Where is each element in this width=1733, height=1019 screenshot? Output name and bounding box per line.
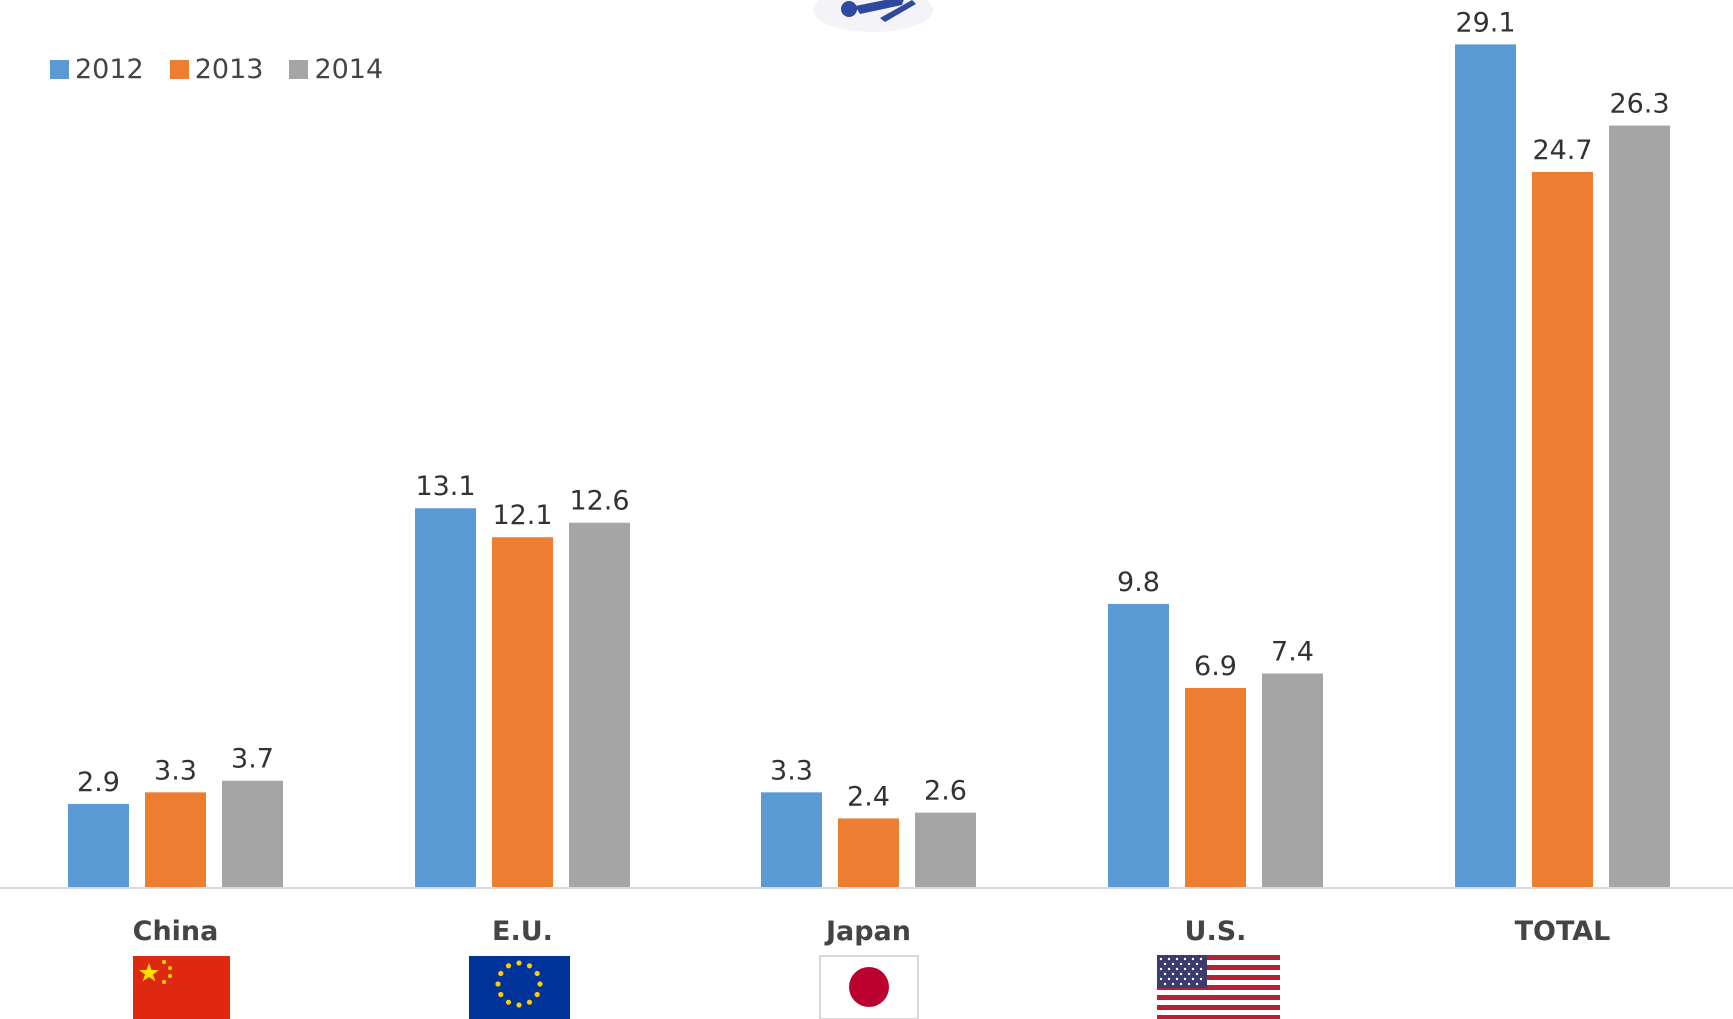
bar-e-u-2012: [415, 508, 476, 888]
data-label-u-s-2013: 6.9: [1194, 651, 1237, 682]
data-label-china-2012: 2.9: [77, 767, 120, 798]
china-flag-icon: [133, 956, 230, 1019]
data-label-total-2014: 26.3: [1609, 89, 1669, 120]
data-label-u-s-2014: 7.4: [1271, 636, 1314, 667]
legend-label-2012: 2012: [75, 54, 144, 85]
japan-flag-icon: [819, 955, 919, 1019]
legend-swatch-2014: [289, 60, 309, 79]
data-label-total-2012: 29.1: [1455, 7, 1515, 38]
data-label-e-u-2012: 13.1: [415, 471, 475, 502]
legend-swatch-2013: [169, 60, 189, 79]
x-tick-label-japan: Japan: [824, 916, 911, 947]
data-label-japan-2012: 3.3: [770, 755, 813, 786]
legend-swatch-2012: [50, 60, 69, 79]
legend-item-2014: 2014: [289, 54, 383, 85]
bar-u-s-2012: [1108, 603, 1169, 888]
data-label-china-2013: 3.3: [154, 755, 197, 786]
bar-e-u-2014: [569, 522, 630, 888]
legend-label-2013: 2013: [194, 54, 264, 85]
x-tick-label-total: TOTAL: [1515, 916, 1611, 947]
us-flag-icon: [1157, 955, 1280, 1019]
legend-item-2012: 2012: [50, 54, 144, 85]
data-label-total-2013: 24.7: [1532, 135, 1592, 166]
x-tick-label-e-u: E.U.: [492, 916, 553, 947]
flags-group: [133, 955, 1280, 1019]
data-labels-group: 2.9 3.3 3.7 13.1 12.1 12.6 3.3 2.4 2.6 9.8 6.9 7.4 2…: [77, 7, 1670, 812]
x-tick-labels: China E.U. Japan U.S. TOTAL: [133, 916, 1611, 947]
bar-china-2013: [145, 792, 206, 888]
bar-total-2013: [1532, 171, 1593, 888]
data-label-e-u-2013: 12.1: [492, 500, 552, 531]
logo-icon: [813, 0, 933, 32]
bar-e-u-2013: [492, 537, 553, 888]
bars-group: [68, 44, 1670, 889]
legend-label-2014: 2014: [314, 54, 384, 85]
bar-japan-2013: [838, 818, 899, 888]
x-tick-label-china: China: [133, 916, 219, 947]
bar-japan-2012: [761, 792, 822, 888]
data-label-u-s-2012: 9.8: [1117, 567, 1160, 598]
bar-u-s-2014: [1262, 673, 1323, 888]
data-label-china-2014: 3.7: [231, 744, 274, 775]
bar-japan-2014: [915, 812, 976, 888]
bar-total-2014: [1609, 125, 1670, 889]
data-label-e-u-2014: 12.6: [569, 486, 629, 517]
bar-total-2012: [1455, 44, 1516, 889]
legend: 2012 2013 2014: [50, 54, 383, 85]
bar-u-s-2013: [1185, 687, 1246, 888]
legend-item-2013: 2013: [169, 54, 264, 85]
bar-china-2014: [222, 780, 283, 888]
data-label-japan-2014: 2.6: [924, 776, 967, 807]
x-tick-label-u-s: U.S.: [1185, 916, 1247, 947]
data-label-japan-2013: 2.4: [847, 781, 890, 812]
eu-flag-icon: [469, 956, 570, 1019]
bar-china-2012: [68, 803, 129, 888]
